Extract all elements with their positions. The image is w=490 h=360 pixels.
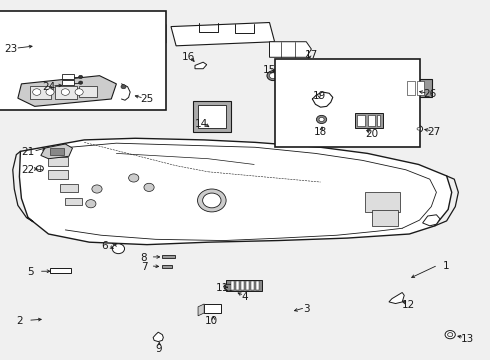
Text: 5: 5 bbox=[27, 267, 34, 277]
Bar bbox=[407, 81, 415, 95]
Text: 9: 9 bbox=[155, 343, 162, 354]
Text: 26: 26 bbox=[423, 89, 437, 99]
Text: 6: 6 bbox=[101, 241, 108, 251]
Circle shape bbox=[75, 89, 83, 95]
Bar bbox=[256, 281, 259, 291]
Bar bbox=[62, 80, 74, 85]
Bar bbox=[355, 113, 383, 128]
Polygon shape bbox=[389, 292, 404, 303]
Circle shape bbox=[78, 81, 83, 84]
Bar bbox=[29, 86, 51, 99]
Bar bbox=[162, 255, 175, 258]
Text: 4: 4 bbox=[242, 292, 248, 302]
Circle shape bbox=[86, 200, 96, 208]
Circle shape bbox=[267, 71, 279, 81]
Polygon shape bbox=[171, 22, 274, 46]
Circle shape bbox=[270, 73, 277, 78]
Bar bbox=[368, 115, 375, 126]
Polygon shape bbox=[153, 332, 163, 342]
Bar bbox=[50, 148, 64, 156]
Circle shape bbox=[33, 89, 41, 95]
Bar bbox=[204, 304, 220, 313]
Circle shape bbox=[46, 89, 54, 95]
Bar bbox=[193, 101, 231, 132]
Circle shape bbox=[445, 330, 455, 339]
Circle shape bbox=[317, 115, 327, 123]
Bar bbox=[49, 157, 68, 166]
Text: 10: 10 bbox=[205, 316, 219, 326]
Polygon shape bbox=[20, 138, 452, 245]
Text: 1: 1 bbox=[443, 261, 450, 271]
Polygon shape bbox=[111, 24, 166, 48]
Circle shape bbox=[203, 193, 221, 208]
Text: 24: 24 bbox=[42, 82, 55, 92]
Bar bbox=[65, 198, 82, 205]
Text: 20: 20 bbox=[365, 129, 378, 139]
Bar bbox=[225, 280, 262, 291]
Circle shape bbox=[197, 189, 226, 212]
Bar bbox=[0, 12, 167, 110]
Text: 27: 27 bbox=[427, 127, 441, 137]
Text: 2: 2 bbox=[16, 316, 23, 326]
Polygon shape bbox=[36, 49, 97, 67]
Bar bbox=[62, 75, 74, 79]
Bar bbox=[60, 184, 78, 192]
Circle shape bbox=[128, 174, 139, 182]
Bar bbox=[49, 170, 68, 179]
Circle shape bbox=[92, 185, 102, 193]
Text: 15: 15 bbox=[263, 64, 276, 75]
Circle shape bbox=[415, 126, 422, 132]
Text: 14: 14 bbox=[195, 118, 208, 129]
Bar bbox=[50, 268, 72, 273]
Circle shape bbox=[112, 244, 124, 254]
Text: 22: 22 bbox=[22, 165, 35, 175]
Bar bbox=[404, 79, 432, 97]
Circle shape bbox=[417, 128, 420, 130]
Text: 7: 7 bbox=[141, 262, 147, 272]
Bar bbox=[79, 86, 97, 97]
Bar bbox=[231, 281, 234, 291]
Circle shape bbox=[144, 183, 154, 192]
Text: 16: 16 bbox=[182, 52, 196, 62]
Bar bbox=[377, 115, 380, 126]
Text: 12: 12 bbox=[402, 300, 415, 310]
Bar bbox=[357, 115, 365, 126]
Bar bbox=[365, 192, 400, 212]
Circle shape bbox=[448, 333, 453, 337]
Text: 19: 19 bbox=[313, 91, 326, 101]
Circle shape bbox=[78, 75, 83, 78]
Circle shape bbox=[61, 89, 70, 95]
Bar bbox=[198, 105, 226, 128]
Polygon shape bbox=[422, 215, 440, 226]
Polygon shape bbox=[270, 42, 311, 57]
Bar bbox=[246, 281, 249, 291]
Bar bbox=[251, 281, 254, 291]
Text: 13: 13 bbox=[461, 334, 474, 344]
Text: 23: 23 bbox=[4, 44, 18, 54]
Bar bbox=[371, 210, 398, 226]
Text: 8: 8 bbox=[141, 253, 147, 263]
Text: 3: 3 bbox=[303, 304, 310, 314]
Text: 11: 11 bbox=[216, 283, 229, 293]
Polygon shape bbox=[40, 47, 106, 68]
Text: 25: 25 bbox=[140, 94, 154, 104]
Polygon shape bbox=[195, 62, 207, 69]
Bar bbox=[162, 265, 171, 268]
Bar bbox=[55, 86, 76, 99]
Bar bbox=[241, 281, 244, 291]
Bar bbox=[416, 81, 424, 95]
Polygon shape bbox=[223, 284, 234, 291]
Bar bbox=[236, 281, 239, 291]
Polygon shape bbox=[198, 304, 204, 316]
Circle shape bbox=[36, 166, 44, 171]
Text: 18: 18 bbox=[314, 127, 327, 137]
Text: 21: 21 bbox=[22, 147, 35, 157]
Circle shape bbox=[319, 117, 324, 121]
Bar bbox=[274, 59, 420, 147]
Circle shape bbox=[121, 85, 126, 89]
Text: 17: 17 bbox=[305, 50, 318, 60]
Polygon shape bbox=[18, 76, 117, 106]
Polygon shape bbox=[41, 144, 73, 159]
